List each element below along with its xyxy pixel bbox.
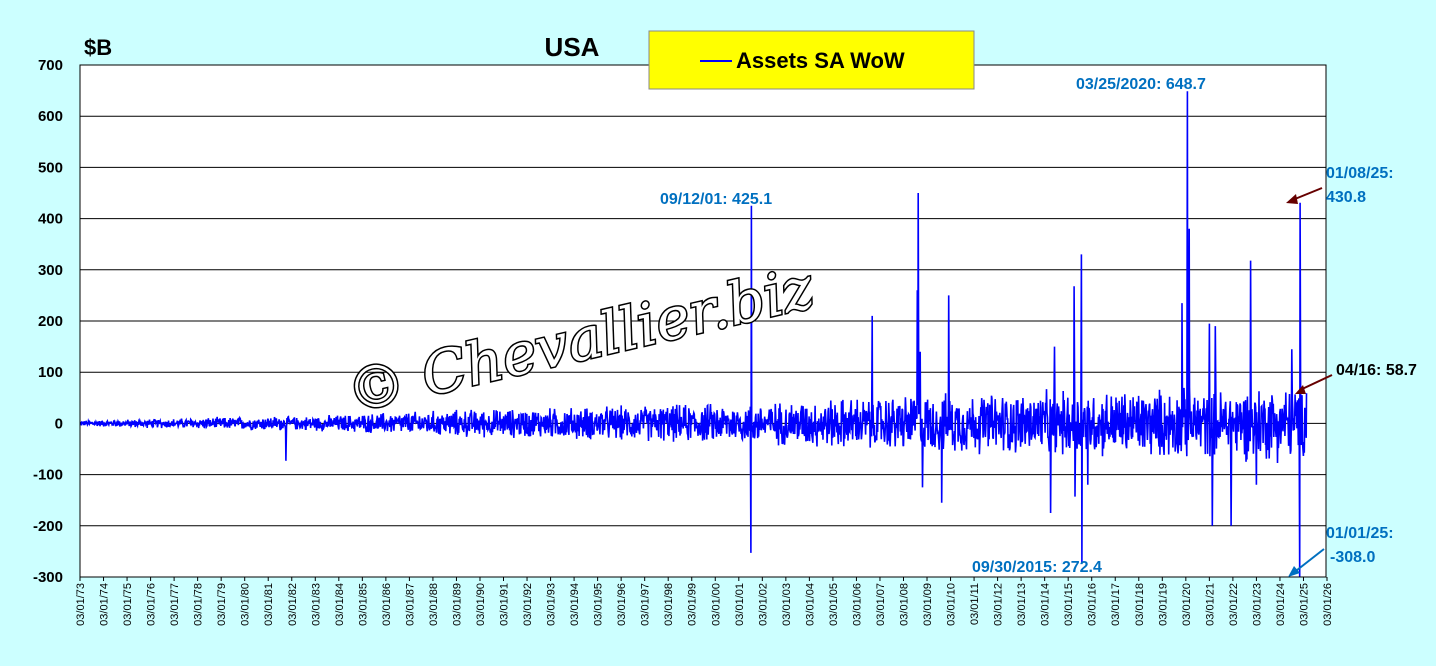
x-tick-label: 03/01/73 xyxy=(75,583,87,626)
x-tick-label: 03/01/10 xyxy=(946,583,958,626)
x-tick-label: 03/01/04 xyxy=(804,583,816,626)
x-tick-label: 03/01/01 xyxy=(734,583,746,626)
y-tick-label: -200 xyxy=(33,518,63,535)
x-tick-label: 03/01/94 xyxy=(569,583,581,626)
y-tick-label: 100 xyxy=(38,364,63,381)
annotation-latest: 04/16: 58.7 xyxy=(1336,362,1417,379)
x-tick-label: 03/01/14 xyxy=(1040,583,1052,626)
x-tick-label: 03/01/92 xyxy=(522,583,534,626)
annotation-2025-jan08-line2: 430.8 xyxy=(1326,189,1366,206)
annotation-2025-jan08-line1: 01/08/25: xyxy=(1326,165,1394,182)
y-axis-unit-label: $B xyxy=(84,35,112,60)
x-tick-label: 03/01/12 xyxy=(993,583,1005,626)
y-tick-label: 300 xyxy=(38,262,63,279)
annotation-2025-jan01-line2: -308.0 xyxy=(1330,549,1375,566)
legend-series-label: Assets SA WoW xyxy=(736,48,905,73)
x-tick-label: 03/01/89 xyxy=(451,583,463,626)
arrow-jan01-head xyxy=(1288,566,1300,577)
series-line-assets-sa-wow xyxy=(79,91,1308,578)
x-tick-label: 03/01/78 xyxy=(193,583,205,626)
y-tick-label: -100 xyxy=(33,467,63,484)
y-tick-label: 0 xyxy=(55,415,63,432)
x-tick-label: 03/01/17 xyxy=(1110,583,1122,626)
annotation-2025-jan01-line1: 01/01/25: xyxy=(1326,525,1394,542)
x-tick-label: 03/01/95 xyxy=(593,583,605,626)
x-tick-label: 03/01/20 xyxy=(1181,583,1193,626)
x-tick-label: 03/01/98 xyxy=(663,583,675,626)
x-tick-label: 03/01/21 xyxy=(1204,583,1216,626)
y-tick-label: 200 xyxy=(38,313,63,330)
x-tick-label: 03/01/11 xyxy=(969,583,981,625)
x-tick-label: 03/01/85 xyxy=(357,583,369,626)
x-tick-label: 03/01/25 xyxy=(1298,583,1310,626)
x-tick-label: 03/01/93 xyxy=(546,583,558,626)
x-tick-label: 03/01/79 xyxy=(216,583,228,626)
x-tick-label: 03/01/23 xyxy=(1251,583,1263,626)
x-tick-label: 03/01/80 xyxy=(240,583,252,626)
x-tick-label: 03/01/16 xyxy=(1087,583,1099,626)
x-tick-label: 03/01/13 xyxy=(1016,583,1028,626)
x-tick-label: 03/01/19 xyxy=(1157,583,1169,626)
arrow-jan01 xyxy=(1291,548,1325,575)
x-tick-label: 03/01/97 xyxy=(640,583,652,626)
x-tick-label: 03/01/74 xyxy=(99,583,111,626)
x-tick-label: 03/01/24 xyxy=(1275,583,1287,626)
y-tick-label: 400 xyxy=(38,211,63,228)
y-axis: 700 600 500 400 300 200 100 0 -100 -200 -300 xyxy=(33,57,63,586)
y-tick-label: 700 xyxy=(38,57,63,74)
x-tick-label: 03/01/91 xyxy=(499,583,511,626)
x-tick-label: 03/01/75 xyxy=(122,583,134,626)
x-tick-label: 03/01/07 xyxy=(875,583,887,626)
x-tick-label: 03/01/96 xyxy=(616,583,628,626)
legend: Assets SA WoW xyxy=(648,30,975,90)
y-tick-label: 600 xyxy=(38,108,63,125)
x-tick-label: 03/01/09 xyxy=(922,583,934,626)
x-tick-label: 03/01/99 xyxy=(687,583,699,626)
x-tick-label: 03/01/83 xyxy=(310,583,322,626)
annotation-2020: 03/25/2020: 648.7 xyxy=(1076,76,1206,93)
x-tick-label: 03/01/26 xyxy=(1322,583,1334,626)
series-layer xyxy=(79,91,1308,578)
x-tick-label: 03/01/84 xyxy=(334,583,346,626)
x-tick-label: 03/01/76 xyxy=(146,583,158,626)
annotation-2001: 09/12/01: 425.1 xyxy=(660,191,772,208)
x-tick-label: 03/01/15 xyxy=(1063,583,1075,626)
y-tick-label: -300 xyxy=(33,569,63,586)
y-tick-label: 500 xyxy=(38,159,63,176)
x-tick-label: 03/01/81 xyxy=(263,583,275,626)
annotation-2015: 09/30/2015: 272.4 xyxy=(972,559,1102,576)
x-tick-label: 03/01/00 xyxy=(710,583,722,626)
x-tick-label: 03/01/86 xyxy=(381,583,393,626)
x-axis: 03/01/73 03/01/74 03/01/75 03/01/76 03/01/77… xyxy=(75,577,1334,626)
x-tick-label: 03/01/03 xyxy=(781,583,793,626)
x-tick-label: 03/01/02 xyxy=(757,583,769,626)
x-tick-label: 03/01/77 xyxy=(169,583,181,626)
annotations: 09/12/01: 425.1 03/25/2020: 648.7 09/30/… xyxy=(660,76,1417,577)
x-tick-label: 03/01/22 xyxy=(1228,583,1240,626)
x-tick-label: 03/01/05 xyxy=(828,583,840,626)
x-tick-label: 03/01/18 xyxy=(1134,583,1146,626)
x-tick-label: 03/01/87 xyxy=(404,583,416,626)
arrow-jan08-head xyxy=(1286,194,1298,204)
x-tick-label: 03/01/90 xyxy=(475,583,487,626)
x-tick-label: 03/01/88 xyxy=(428,583,440,626)
x-tick-label: 03/01/08 xyxy=(898,583,910,626)
chart-title: USA xyxy=(545,32,600,62)
x-tick-label: 03/01/06 xyxy=(851,583,863,626)
x-tick-label: 03/01/82 xyxy=(287,583,299,626)
arrow-latest-head xyxy=(1295,385,1306,394)
arrow-latest xyxy=(1299,374,1333,391)
